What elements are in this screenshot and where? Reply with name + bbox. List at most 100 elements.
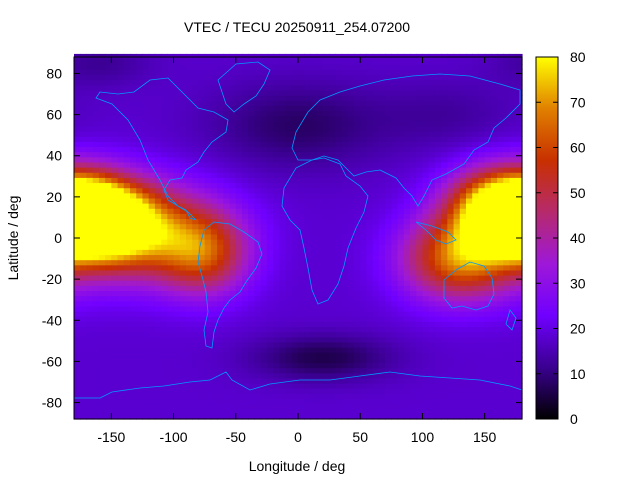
heatmap-cell bbox=[316, 136, 324, 142]
heatmap-cell bbox=[484, 197, 492, 204]
heatmap-cell bbox=[130, 352, 137, 358]
heatmap-cell bbox=[98, 69, 106, 76]
heatmap-cell bbox=[484, 223, 492, 230]
heatmap-cell bbox=[154, 151, 162, 158]
heatmap-cell bbox=[316, 218, 324, 225]
heatmap-cell bbox=[260, 89, 268, 96]
heatmap-cell bbox=[266, 249, 274, 256]
heatmap-cell bbox=[447, 290, 455, 297]
heatmap-cell bbox=[254, 177, 262, 184]
heatmap-cell bbox=[204, 341, 212, 348]
heatmap-cell bbox=[372, 187, 380, 194]
heatmap-cell bbox=[316, 372, 324, 379]
heatmap-cell bbox=[410, 228, 417, 235]
heatmap-cell bbox=[285, 172, 293, 178]
heatmap-cell bbox=[154, 89, 162, 96]
heatmap-cell bbox=[285, 141, 293, 148]
heatmap-cell bbox=[403, 156, 411, 163]
heatmap-cell bbox=[266, 341, 274, 348]
heatmap-cell bbox=[260, 362, 268, 369]
heatmap-cell bbox=[372, 372, 380, 379]
heatmap-cell bbox=[503, 239, 511, 245]
heatmap-cell bbox=[335, 398, 343, 405]
heatmap-cell bbox=[148, 367, 156, 374]
heatmap-cell bbox=[372, 131, 380, 137]
heatmap-cell bbox=[434, 352, 442, 358]
heatmap-cell bbox=[403, 131, 411, 137]
heatmap-cell bbox=[242, 362, 249, 369]
heatmap-cell bbox=[447, 167, 455, 173]
heatmap-cell bbox=[397, 136, 405, 142]
heatmap-cell bbox=[74, 151, 81, 158]
heatmap-cell bbox=[509, 305, 517, 312]
heatmap-cell bbox=[217, 156, 224, 163]
heatmap-cell bbox=[509, 326, 517, 333]
heatmap-cell bbox=[210, 326, 218, 333]
heatmap-cell bbox=[235, 146, 243, 153]
heatmap-cell bbox=[434, 321, 442, 328]
heatmap-cell bbox=[242, 326, 249, 333]
heatmap-cell bbox=[186, 167, 193, 173]
heatmap-cell bbox=[254, 161, 262, 168]
heatmap-cell bbox=[273, 89, 280, 96]
heatmap-cell bbox=[447, 352, 455, 358]
heatmap-cell bbox=[484, 249, 492, 256]
heatmap-cell bbox=[366, 125, 374, 132]
heatmap-cell bbox=[378, 357, 386, 364]
heatmap-cell bbox=[136, 398, 144, 405]
heatmap-cell bbox=[329, 269, 336, 276]
heatmap-cell bbox=[391, 264, 399, 271]
heatmap-cell bbox=[347, 213, 355, 220]
heatmap-cell bbox=[210, 89, 218, 96]
heatmap-cell bbox=[416, 269, 424, 276]
heatmap-cell bbox=[242, 146, 249, 153]
heatmap-cell bbox=[229, 192, 237, 199]
heatmap-cell bbox=[441, 95, 448, 101]
heatmap-cell bbox=[248, 120, 256, 127]
heatmap-cell bbox=[92, 233, 100, 240]
heatmap-cell bbox=[229, 331, 237, 338]
heatmap-cell bbox=[217, 362, 224, 369]
heatmap-cell bbox=[304, 74, 312, 81]
heatmap-cell bbox=[416, 131, 424, 137]
heatmap-cell bbox=[285, 239, 293, 245]
heatmap-cell bbox=[490, 161, 498, 168]
heatmap-cell bbox=[142, 280, 150, 286]
heatmap-cell bbox=[378, 269, 386, 276]
heatmap-cell bbox=[366, 110, 374, 117]
heatmap-cell bbox=[80, 300, 88, 307]
heatmap-cell bbox=[422, 341, 430, 348]
heatmap-cell bbox=[179, 295, 187, 302]
heatmap-cell bbox=[341, 254, 349, 261]
heatmap-cell bbox=[223, 74, 231, 81]
heatmap-cell bbox=[360, 105, 368, 112]
heatmap-cell bbox=[478, 259, 486, 266]
heatmap-cell bbox=[117, 213, 125, 220]
heatmap-cell bbox=[273, 239, 280, 245]
heatmap-cell bbox=[447, 377, 455, 384]
heatmap-cell bbox=[223, 167, 231, 173]
heatmap-cell bbox=[391, 336, 399, 343]
heatmap-cell bbox=[279, 95, 287, 101]
heatmap-cell bbox=[266, 228, 274, 235]
heatmap-cell bbox=[422, 326, 430, 333]
heatmap-cell bbox=[403, 136, 411, 142]
heatmap-cell bbox=[304, 95, 312, 101]
heatmap-cell bbox=[322, 269, 330, 276]
heatmap-cell bbox=[242, 131, 249, 137]
heatmap-cell bbox=[322, 89, 330, 96]
heatmap-cell bbox=[142, 300, 150, 307]
heatmap-cell bbox=[478, 295, 486, 302]
heatmap-cell bbox=[472, 388, 480, 394]
heatmap-cell bbox=[74, 331, 81, 338]
heatmap-cell bbox=[266, 79, 274, 86]
heatmap-cell bbox=[385, 161, 392, 168]
heatmap-cell bbox=[329, 393, 336, 400]
heatmap-cell bbox=[98, 167, 106, 173]
heatmap-cell bbox=[154, 285, 162, 292]
heatmap-cell bbox=[410, 275, 417, 281]
heatmap-cell bbox=[441, 84, 448, 91]
heatmap-cell bbox=[410, 398, 417, 405]
heatmap-cell bbox=[192, 161, 200, 168]
heatmap-cell bbox=[136, 285, 144, 292]
